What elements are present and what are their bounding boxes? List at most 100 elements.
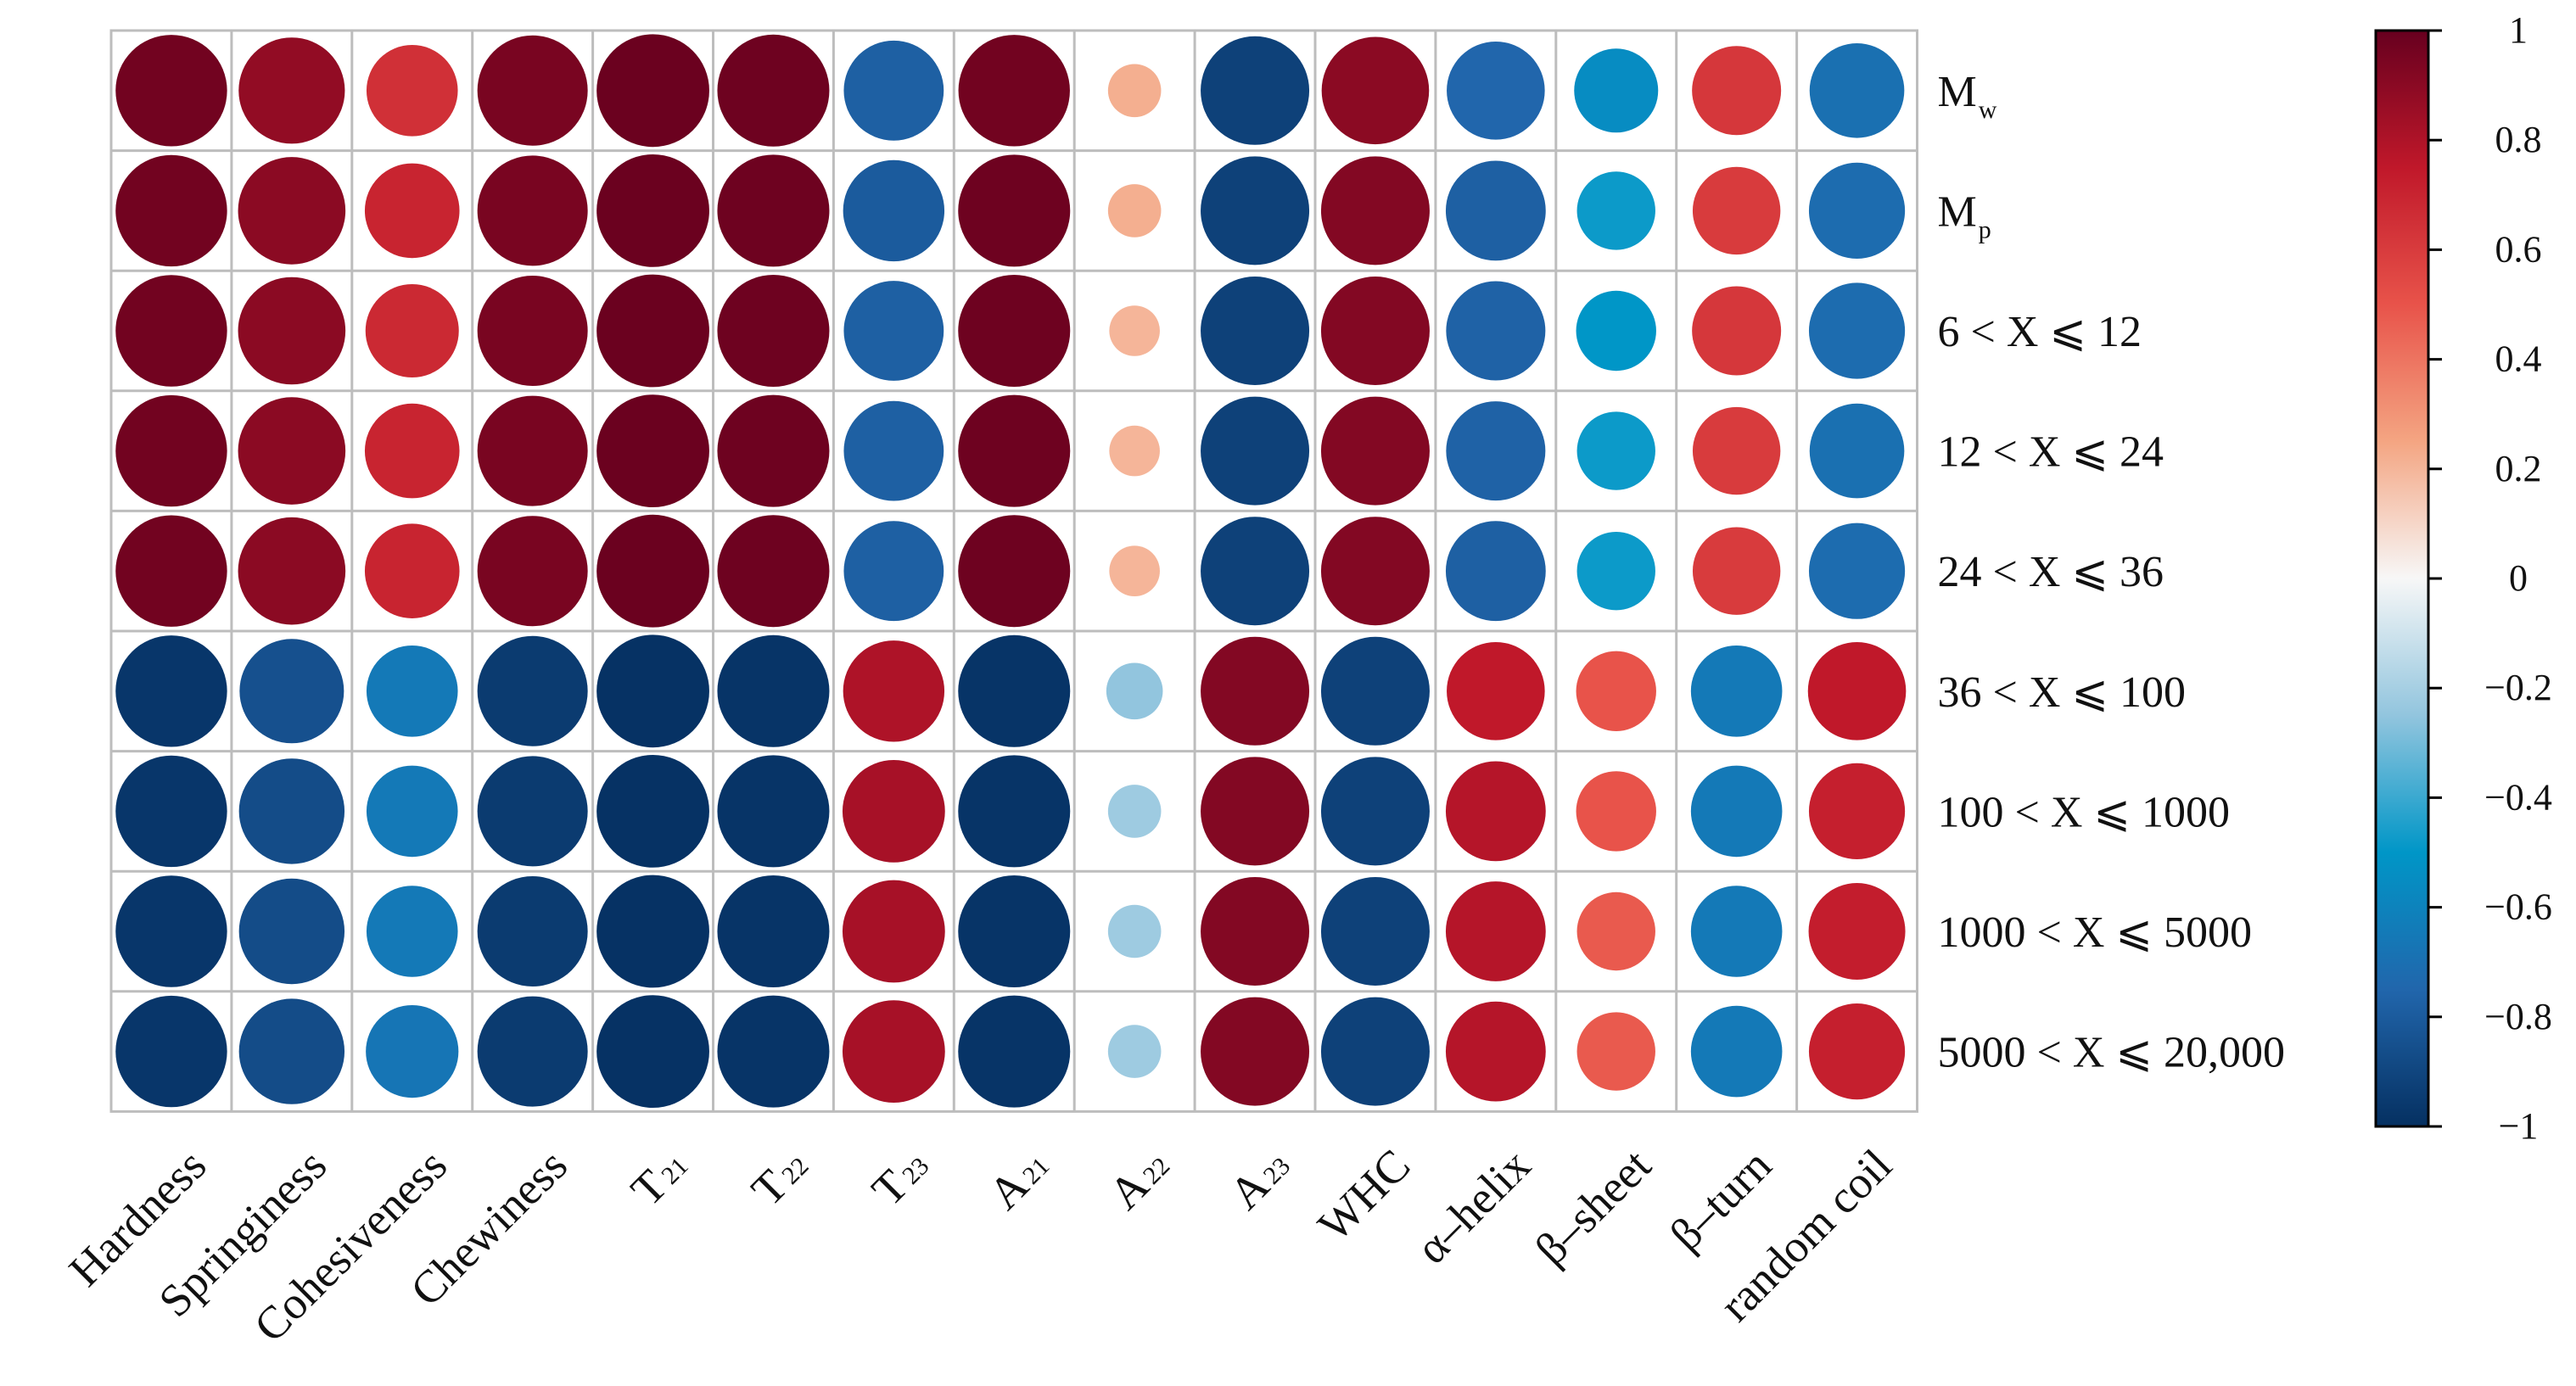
cell-circle-r3-c11 (1446, 401, 1546, 501)
cell-circle-r5-c4 (596, 634, 709, 748)
column-label-10: WHC (1308, 1140, 1420, 1252)
colorbar-tick-label: −0.6 (2484, 886, 2552, 928)
cell-circle-r0-c11 (1447, 42, 1545, 140)
cell-circle-r2-c8 (1109, 305, 1160, 356)
colorbar-tick-label: −0.2 (2484, 667, 2552, 708)
cell-circle-r6-c10 (1320, 757, 1430, 866)
colorbar: 1 0.8 0.6 0.4 0.2 0 −0.2 −0.4 −0.6 −0.8 −1 (2374, 9, 2552, 1147)
cell-circle-r1-c10 (1320, 156, 1430, 265)
column-label-11: α–helix (1407, 1140, 1541, 1274)
row-label-main: M (1938, 187, 1977, 236)
cell-circle-r8-c13 (1690, 1005, 1783, 1098)
cell-circle-r6-c5 (717, 755, 830, 868)
cell-circle-r2-c10 (1320, 277, 1430, 385)
row-label-4: 24 < X ⩽ 36 (1938, 548, 2164, 596)
cell-circle-r8-c2 (366, 1005, 459, 1098)
cell-circle-r1-c12 (1576, 171, 1655, 250)
cell-circle-r5-c11 (1447, 642, 1545, 741)
row-label-main: 100 < X ⩽ 1000 (1938, 788, 2230, 836)
cell-circle-r4-c11 (1445, 521, 1546, 622)
row-label-8: 5000 < X ⩽ 20,000 (1938, 1029, 2285, 1077)
column-label-main: WHC (1308, 1140, 1420, 1252)
cell-circle-r7-c3 (477, 876, 588, 986)
cell-circle-r1-c8 (1107, 184, 1162, 238)
cell-circle-r1-c6 (843, 159, 945, 262)
cell-circle-r5-c12 (1576, 651, 1656, 731)
cell-circle-r2-c2 (365, 284, 459, 377)
cell-circle-r5-c3 (477, 635, 588, 746)
heatmap-cells (115, 34, 1907, 1108)
cell-circle-r8-c8 (1107, 1025, 1162, 1078)
cell-circle-r3-c3 (477, 395, 588, 506)
column-label-4: T21 (621, 1140, 697, 1216)
column-labels: HardnessSpringinessCohesivenessChewiness… (59, 1140, 1901, 1352)
cell-circle-r6-c7 (958, 755, 1071, 868)
cell-circle-r5-c14 (1807, 642, 1907, 741)
cell-circle-r7-c6 (842, 880, 945, 983)
cell-circle-r5-c9 (1201, 636, 1310, 746)
cell-circle-r4-c4 (596, 514, 709, 628)
cell-circle-r1-c4 (596, 154, 709, 267)
cell-circle-r7-c10 (1320, 877, 1430, 986)
cell-circle-r8-c4 (596, 995, 709, 1108)
cell-circle-r4-c1 (238, 517, 346, 625)
row-label-5: 36 < X ⩽ 100 (1938, 668, 2186, 717)
cell-circle-r7-c5 (717, 875, 830, 987)
cell-circle-r1-c9 (1201, 156, 1310, 265)
cell-circle-r6-c11 (1445, 761, 1546, 862)
cell-circle-r1-c1 (238, 157, 346, 265)
cell-circle-r0-c7 (958, 35, 1070, 147)
row-label-main: 24 < X ⩽ 36 (1938, 548, 2164, 596)
colorbar-tick-label: 0.8 (2495, 119, 2542, 160)
cell-circle-r0-c5 (717, 34, 830, 147)
cell-circle-r0-c4 (596, 34, 709, 148)
column-label-8: A22 (1100, 1140, 1179, 1220)
cell-circle-r0-c14 (1809, 43, 1905, 138)
cell-circle-r5-c2 (366, 645, 458, 737)
cell-circle-r3-c1 (238, 397, 346, 505)
cell-circle-r6-c4 (596, 755, 709, 868)
row-label-6: 100 < X ⩽ 1000 (1938, 788, 2230, 836)
cell-circle-r7-c4 (596, 875, 709, 988)
cell-circle-r8-c12 (1576, 1012, 1655, 1091)
cell-circle-r4-c0 (115, 515, 227, 627)
cell-circle-r2-c1 (238, 277, 346, 385)
cell-circle-r0-c6 (843, 40, 944, 141)
row-label-1: Mp (1938, 187, 1991, 243)
cell-circle-r7-c13 (1690, 886, 1783, 977)
cell-circle-r3-c10 (1320, 396, 1430, 506)
cell-circle-r2-c9 (1201, 277, 1310, 385)
cell-circle-r7-c9 (1201, 877, 1310, 986)
cell-circle-r2-c14 (1808, 282, 1906, 379)
cell-circle-r3-c14 (1809, 403, 1905, 499)
colorbar-tick-label: 0.6 (2495, 228, 2542, 270)
column-label-6: T23 (862, 1140, 938, 1216)
cell-circle-r6-c13 (1690, 765, 1783, 858)
row-label-main: 12 < X ⩽ 24 (1938, 428, 2164, 477)
cell-circle-r3-c13 (1692, 406, 1781, 495)
cell-circle-r3-c8 (1109, 425, 1160, 477)
cell-circle-r0-c2 (366, 45, 458, 137)
cell-circle-r8-c5 (717, 995, 830, 1108)
colorbar-tick-label: 0.4 (2495, 338, 2542, 380)
cell-circle-r0-c3 (477, 35, 588, 146)
cell-circle-r4-c6 (843, 521, 944, 622)
colorbar-tick-label: 0.2 (2495, 448, 2542, 489)
row-label-2: 6 < X ⩽ 12 (1938, 308, 2142, 356)
cell-circle-r8-c0 (115, 995, 227, 1108)
cell-circle-r1-c7 (958, 154, 1071, 267)
cell-circle-r2-c13 (1692, 286, 1782, 376)
cell-circle-r0-c1 (238, 37, 345, 144)
cell-circle-r2-c3 (477, 276, 588, 386)
cell-circle-r3-c7 (958, 394, 1071, 507)
cell-circle-r4-c9 (1201, 517, 1310, 626)
cell-circle-r2-c6 (843, 281, 944, 381)
cell-circle-r1-c14 (1808, 162, 1906, 259)
cell-circle-r5-c8 (1106, 662, 1163, 720)
column-label-9: A23 (1220, 1140, 1300, 1220)
colorbar-tick-label: −0.4 (2484, 776, 2552, 818)
colorbar-tick-label: −1 (2499, 1105, 2539, 1147)
cell-circle-r7-c7 (958, 875, 1071, 987)
cell-circle-r4-c12 (1576, 532, 1655, 611)
